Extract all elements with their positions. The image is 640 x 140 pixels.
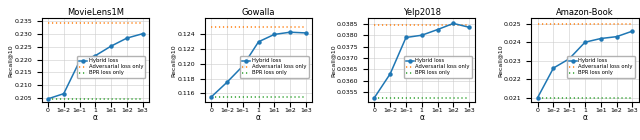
Legend: Hybrid loss, Adversarial loss only, BPR loss only: Hybrid loss, Adversarial loss only, BPR … bbox=[404, 56, 472, 78]
Title: Yelp2018: Yelp2018 bbox=[403, 8, 441, 17]
Legend: Hybrid loss, Adversarial loss only, BPR loss only: Hybrid loss, Adversarial loss only, BPR … bbox=[77, 56, 145, 78]
X-axis label: α: α bbox=[419, 113, 424, 122]
Y-axis label: Recall@10: Recall@10 bbox=[497, 44, 502, 77]
Legend: Hybrid loss, Adversarial loss only, BPR loss only: Hybrid loss, Adversarial loss only, BPR … bbox=[567, 56, 635, 78]
Y-axis label: Recall@10: Recall@10 bbox=[171, 44, 176, 77]
Y-axis label: Recall@10: Recall@10 bbox=[8, 44, 13, 77]
Title: MovieLens1M: MovieLens1M bbox=[67, 8, 124, 17]
Y-axis label: Recall@10: Recall@10 bbox=[330, 44, 335, 77]
Title: Gowalla: Gowalla bbox=[242, 8, 275, 17]
X-axis label: α: α bbox=[256, 113, 261, 122]
Title: Amazon-Book: Amazon-Book bbox=[556, 8, 614, 17]
X-axis label: α: α bbox=[582, 113, 588, 122]
X-axis label: α: α bbox=[93, 113, 98, 122]
Legend: Hybrid loss, Adversarial loss only, BPR loss only: Hybrid loss, Adversarial loss only, BPR … bbox=[240, 56, 308, 78]
